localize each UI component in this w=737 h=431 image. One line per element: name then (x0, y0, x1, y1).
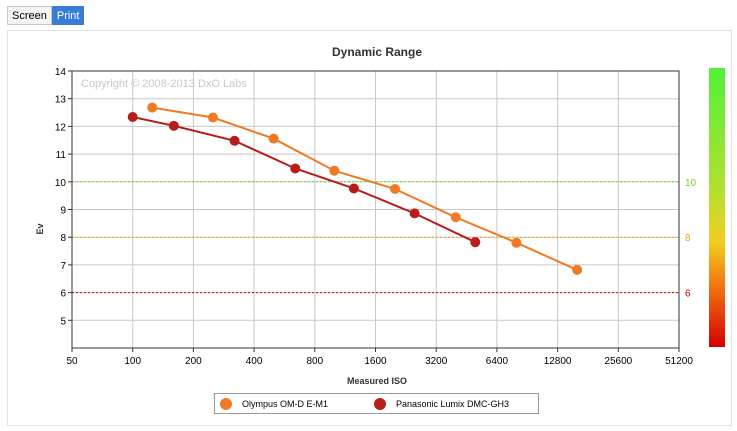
series-line (152, 106, 578, 271)
y-tick-label: 10 (55, 178, 67, 189)
x-tick-label: 100 (124, 356, 141, 367)
x-tick-label: 400 (246, 356, 263, 367)
y-tick-label: 11 (56, 150, 67, 161)
reference-label: 6 (685, 289, 691, 300)
chart-frame (7, 30, 732, 426)
quality-scale-bar (709, 68, 725, 347)
data-point[interactable] (207, 112, 218, 123)
data-point[interactable] (348, 183, 359, 194)
data-point[interactable] (329, 165, 340, 176)
x-tick-label: 12800 (544, 356, 572, 367)
x-tick-label: 200 (185, 356, 202, 367)
x-tick-label: 50 (66, 356, 78, 367)
series-layer (127, 102, 583, 275)
legend-item-panasonic[interactable]: Panasonic Lumix DMC-GH3 (374, 397, 510, 410)
x-tick-label: 25600 (604, 356, 632, 367)
watermark: Copyright © 2008-2013 DxO Labs (81, 78, 247, 90)
y-tick-label: 9 (60, 206, 66, 217)
x-tick-label: 51200 (665, 356, 693, 367)
print-tab[interactable]: Print (51, 6, 85, 25)
y-tick-label: 8 (60, 233, 66, 244)
data-point[interactable] (168, 120, 179, 131)
y-axis-label: Ev (35, 223, 45, 234)
screen-tab[interactable]: Screen (7, 6, 52, 25)
legend: Olympus OM-D E-M1 Panasonic Lumix DMC-GH… (214, 393, 539, 414)
data-point[interactable] (127, 111, 138, 122)
data-point[interactable] (511, 237, 522, 248)
y-tick-label: 6 (60, 289, 66, 300)
reference-lines (72, 181, 679, 294)
data-point[interactable] (409, 208, 420, 219)
grid (71, 70, 680, 348)
reference-label: 10 (685, 178, 697, 189)
data-point[interactable] (290, 163, 301, 174)
data-point[interactable] (268, 133, 279, 144)
legend-label-olympus: Olympus OM-D E-M1 (242, 398, 329, 409)
y-tick-label: 14 (55, 67, 67, 78)
chart-title: Dynamic Range (332, 45, 422, 59)
x-tick-label: 3200 (425, 356, 448, 367)
right-axis-ticks: 10 8 6 (685, 178, 697, 300)
reference-label: 8 (685, 233, 691, 244)
x-axis-ticks: 50 100 200 400 800 1600 3200 6400 12800 25600 5120… (66, 348, 693, 367)
legend-label-panasonic: Panasonic Lumix DMC-GH3 (396, 398, 510, 409)
y-tick-label: 12 (55, 122, 67, 133)
legend-marker-panasonic (374, 397, 387, 410)
data-point[interactable] (229, 135, 240, 146)
y-tick-label: 13 (55, 95, 67, 106)
view-toggle: Screen Print (7, 6, 85, 25)
data-point[interactable] (470, 237, 481, 248)
legend-item-olympus[interactable]: Olympus OM-D E-M1 (220, 397, 329, 410)
x-tick-label: 1600 (364, 356, 387, 367)
data-point[interactable] (450, 212, 461, 223)
y-tick-label: 7 (60, 261, 66, 272)
x-tick-label: 800 (306, 356, 323, 367)
y-tick-label: 5 (60, 316, 66, 327)
x-axis-label: Measured ISO (347, 376, 407, 386)
y-axis-ticks: 5 6 7 8 9 10 11 12 13 14 (55, 67, 72, 327)
data-point[interactable] (147, 102, 158, 113)
data-point[interactable] (572, 264, 583, 275)
data-point[interactable] (390, 184, 401, 195)
legend-marker-olympus (220, 397, 232, 410)
series-line (132, 116, 476, 244)
x-tick-label: 6400 (486, 356, 509, 367)
